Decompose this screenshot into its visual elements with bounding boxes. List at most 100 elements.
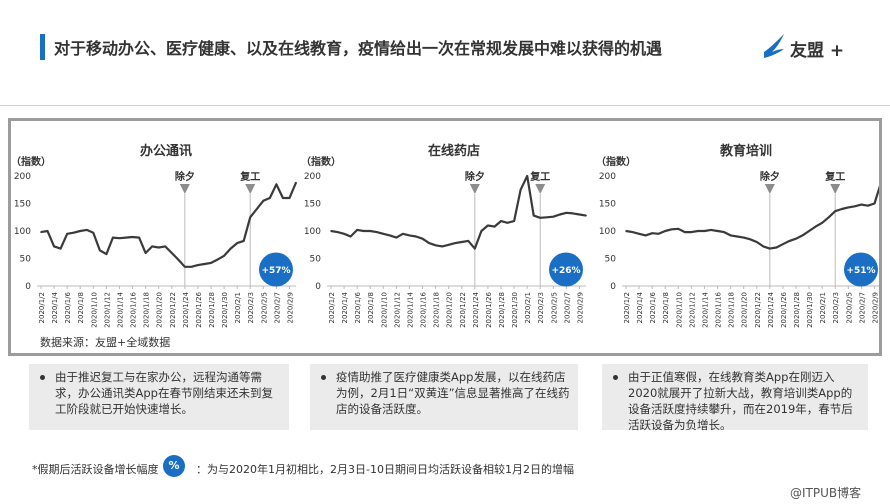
x-tick-label: 2020/1/20 <box>156 292 164 328</box>
data-point <box>539 217 541 219</box>
data-point <box>118 237 121 239</box>
data-point <box>144 252 147 254</box>
data-point <box>415 235 417 238</box>
data-point <box>223 255 225 257</box>
x-tick-label: 2020/2/9 <box>286 292 294 323</box>
logo-bird-icon <box>764 34 784 58</box>
data-point <box>834 210 836 212</box>
x-tick-label: 2020/1/8 <box>367 292 375 323</box>
data-point <box>421 237 424 240</box>
data-point <box>164 245 166 248</box>
x-tick-label: 2020/1/20 <box>446 292 454 328</box>
data-point <box>40 231 42 233</box>
x-tick-label: 2020/1/8 <box>77 292 85 323</box>
event-marker-label: 除夕 <box>175 170 195 183</box>
x-tick-label: 2020/1/18 <box>433 292 441 328</box>
x-tick-label: 2020/2/5 <box>260 292 268 323</box>
x-tick-label: 2020/1/10 <box>675 292 683 328</box>
x-tick-label: 2020/2/7 <box>273 292 281 323</box>
x-tick-label: 2020/2/9 <box>576 292 584 323</box>
data-point <box>742 236 745 239</box>
y-tick-label: 50 <box>20 255 32 265</box>
data-point <box>546 216 548 219</box>
note-text: 由于正值寒假，在线教育类App在刚迈入2020就展开了拉新大战，教育培训类App… <box>628 370 853 432</box>
event-marker-label: 复工 <box>239 170 260 183</box>
data-point <box>249 216 251 219</box>
chart-title: 教育培训 <box>719 143 772 159</box>
page-title: 对于移动办公、医疗健康、以及在线教育，疫情给出一次在常规发展中难以获得的机遇 <box>54 39 663 58</box>
x-tick-label: 2020/1/14 <box>406 291 414 327</box>
y-tick-label: 100 <box>14 227 31 237</box>
data-point <box>216 258 219 261</box>
x-tick-label: 2020/2/7 <box>858 292 866 323</box>
data-point <box>513 220 515 222</box>
x-tick-label: 2020/1/4 <box>51 291 59 323</box>
data-point <box>657 233 660 235</box>
x-tick-label: 2020/1/6 <box>649 291 657 323</box>
event-marker-triangle-icon <box>535 184 546 194</box>
data-point <box>814 225 817 228</box>
note-education: 由于正值寒假，在线教育类App在刚迈入2020就展开了拉新大战，教育培训类App… <box>602 364 868 432</box>
data-point <box>349 235 352 238</box>
data-point <box>395 236 398 239</box>
logo-text: 友盟 + <box>790 41 845 61</box>
data-point <box>736 235 738 238</box>
data-point <box>46 230 49 232</box>
x-tick-label: 2020/2/3 <box>537 292 545 323</box>
data-point <box>382 233 385 235</box>
event-marker-triangle-icon <box>245 184 256 194</box>
data-point <box>493 225 496 228</box>
y-tick-label: 150 <box>14 200 31 210</box>
growth-badge <box>259 252 293 287</box>
x-tick-label: 2020/2/3 <box>832 292 840 323</box>
growth-badge-label: +57% <box>261 266 290 276</box>
x-tick-label: 2020/1/30 <box>511 292 519 328</box>
data-point <box>854 205 856 208</box>
x-tick-label: 2020/1/18 <box>143 292 151 328</box>
data-point <box>723 231 725 233</box>
x-tick-label: 2020/1/10 <box>90 292 98 328</box>
event-marker-triangle-icon <box>179 184 190 194</box>
data-point <box>500 220 502 222</box>
data-point <box>203 263 206 265</box>
note-pharmacy: 疫情助推了医疗健康类App发展，以在线药店为例，2月1日“双黄连”信息显著推高了… <box>310 364 578 430</box>
watermark: @ITPUB博客 <box>790 486 862 500</box>
x-tick-label: 2020/1/26 <box>780 291 788 327</box>
x-tick-label: 2020/1/26 <box>195 291 203 327</box>
data-point <box>236 242 238 244</box>
event-marker-label: 复工 <box>529 170 550 183</box>
growth-badge-label: +51% <box>846 266 875 276</box>
chart-title: 办公通讯 <box>140 143 192 159</box>
x-tick-label: 2020/1/10 <box>380 292 388 328</box>
data-point <box>434 244 437 247</box>
data-point <box>356 229 359 231</box>
y-tick-label: 150 <box>304 200 321 210</box>
y-axis-label: （指数） <box>301 155 341 168</box>
data-point <box>343 233 345 235</box>
data-point <box>506 222 509 224</box>
data-point <box>229 247 232 250</box>
data-point <box>171 252 173 254</box>
data-point <box>402 233 404 235</box>
data-point <box>474 247 476 250</box>
data-point <box>559 213 561 216</box>
x-tick-label: 2020/1/16 <box>420 291 428 327</box>
x-tick-label: 2020/1/16 <box>130 291 138 327</box>
event-marker-triangle-icon <box>469 184 480 194</box>
x-tick-label: 2020/2/9 <box>871 292 879 323</box>
data-point <box>99 249 101 252</box>
data-point <box>256 208 258 210</box>
data-point <box>788 240 791 242</box>
data-point <box>177 258 180 261</box>
data-point <box>72 231 75 234</box>
data-point <box>125 236 127 239</box>
data-point <box>330 230 332 232</box>
x-tick-label: 2020/2/1 <box>524 292 532 323</box>
data-point <box>769 247 771 250</box>
percent-badge: % <box>163 455 185 477</box>
data-point <box>66 233 68 235</box>
data-point <box>762 245 765 248</box>
data-point <box>389 234 391 237</box>
note-office: 由于推迟复工与在家办公，远程沟通等需求，办公通讯类App在春节刚结束还未到复工阶… <box>29 364 289 430</box>
umeng-logo <box>764 34 784 58</box>
